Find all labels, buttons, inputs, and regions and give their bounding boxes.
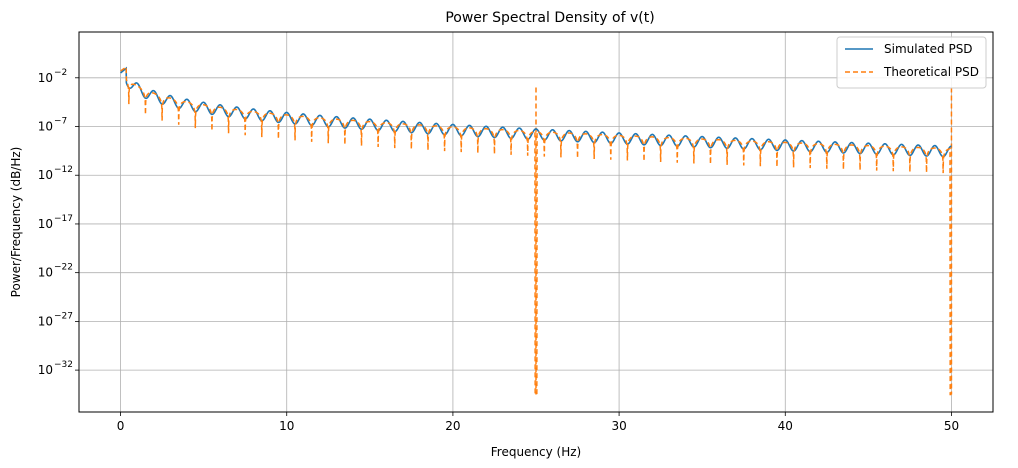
y-tick-label: 10 — [38, 120, 53, 134]
y-tick-label: 10 — [38, 217, 53, 231]
x-tick-label: 30 — [611, 419, 626, 433]
y-tick-exponent: −2 — [54, 68, 67, 78]
theoretical-psd-line — [120, 65, 952, 396]
y-tick-exponent: −17 — [54, 214, 73, 224]
legend-label-simulated: Simulated PSD — [884, 42, 973, 56]
y-tick-exponent: −22 — [54, 263, 73, 273]
y-tick-exponent: −7 — [54, 117, 67, 127]
axes-background — [79, 32, 1018, 412]
x-axis-label: Frequency (Hz) — [491, 445, 582, 459]
axes-frame — [78, 31, 994, 413]
x-axis: 0 10 20 30 40 50 — [117, 412, 959, 433]
x-tick-label: 0 — [117, 419, 125, 433]
y-axis-label: Power/Frequency (dB/Hz) — [9, 147, 23, 298]
legend: Simulated PSD Theoretical PSD — [836, 36, 987, 89]
y-tick-exponent: −27 — [54, 311, 73, 321]
legend-box — [836, 36, 987, 89]
y-tick-label: 10 — [38, 71, 53, 85]
y-tick-label: 10 — [38, 363, 53, 377]
x-tick-label: 50 — [944, 419, 959, 433]
simulated-psd-line — [120, 66, 952, 158]
plot-area — [78, 31, 1018, 413]
legend-label-theoretical: Theoretical PSD — [883, 65, 979, 79]
x-tick-label: 20 — [445, 419, 460, 433]
y-tick-label: 10 — [38, 168, 53, 182]
chart-title: Power Spectral Density of v(t) — [445, 10, 654, 26]
x-tick-label: 10 — [279, 419, 294, 433]
y-tick-label: 10 — [38, 266, 53, 280]
series-group — [120, 65, 953, 396]
x-tick-label: 40 — [778, 419, 793, 433]
y-tick-exponent: −12 — [54, 165, 73, 175]
y-tick-label: 10 — [38, 314, 53, 328]
y-tick-exponent: −32 — [54, 360, 73, 370]
